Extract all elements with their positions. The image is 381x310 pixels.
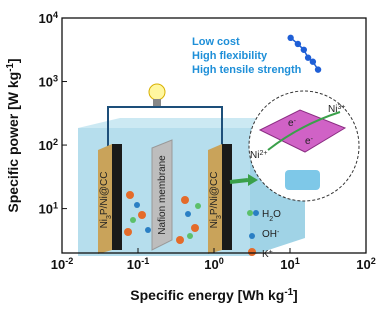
y-tick-label-part: 4 bbox=[53, 10, 59, 20]
y-tick-label-part: 10 bbox=[38, 138, 52, 153]
x-tick-label-part: 10 bbox=[204, 257, 218, 272]
y-tick-label: 103 bbox=[38, 74, 58, 90]
ion-legend-part: + bbox=[269, 249, 273, 256]
ni3-label-part: 3+ bbox=[337, 104, 345, 111]
y-tick-label: 104 bbox=[38, 10, 58, 26]
x-tick-label-part: -2 bbox=[65, 256, 73, 266]
x-tick-label-part: 10 bbox=[280, 257, 294, 272]
electrode-right bbox=[222, 144, 232, 250]
x-tick-label-part: 1 bbox=[295, 256, 300, 266]
x-axis-title-part: ] bbox=[293, 287, 298, 303]
data-point bbox=[295, 41, 301, 47]
y-tick-label: 101 bbox=[38, 201, 58, 217]
ni2-label-part: 2+ bbox=[259, 150, 267, 157]
x-tick-label: 102 bbox=[356, 256, 376, 272]
data-point bbox=[301, 47, 307, 53]
ion-legend-part: OH bbox=[262, 229, 277, 240]
x-tick-label: 10-2 bbox=[51, 256, 74, 272]
photo bbox=[285, 170, 320, 190]
chart: 10-210-1100101102101102103104Specific en… bbox=[0, 0, 381, 310]
x-tick-label: 100 bbox=[204, 256, 224, 272]
bulb-base bbox=[153, 99, 161, 106]
y-tick-label: 102 bbox=[38, 137, 58, 153]
x-axis-title-part: Specific energy [Wh kg bbox=[130, 287, 284, 303]
electrode-label-part: Ni bbox=[209, 219, 220, 228]
illustration bbox=[78, 84, 359, 256]
feature-label: High flexibility bbox=[192, 50, 268, 62]
feature-label: High tensile strength bbox=[192, 64, 302, 76]
y-tick-label-part: 2 bbox=[53, 137, 58, 147]
bulb bbox=[149, 84, 165, 100]
electrode-label-part: P/Ni@CC bbox=[99, 172, 110, 216]
x-axis-title: Specific energy [Wh kg-1] bbox=[130, 287, 297, 304]
ion-legend-part: H bbox=[262, 209, 269, 220]
x-tick-label-part: 10 bbox=[127, 257, 141, 272]
data-point bbox=[315, 66, 321, 72]
y-tick-label-part: 3 bbox=[53, 74, 58, 84]
y-axis-title-part: Specific power [W kg bbox=[5, 72, 21, 213]
feature-label: Low cost bbox=[192, 36, 240, 48]
arrow bbox=[230, 180, 248, 182]
x-tick-label-part: 2 bbox=[371, 256, 376, 266]
y-axis-title: Specific power [W kg-1] bbox=[5, 58, 22, 212]
electrode-label-part: P/Ni@CC bbox=[209, 172, 220, 216]
x-tick-label-part: 10 bbox=[51, 257, 65, 272]
electrode-label-part: Ni bbox=[99, 219, 110, 228]
y-tick-label-part: 10 bbox=[38, 11, 52, 26]
ni2-label-part: Ni bbox=[250, 150, 259, 161]
x-tick-label: 101 bbox=[280, 256, 300, 272]
data-point bbox=[287, 35, 293, 41]
electrode-left bbox=[112, 144, 122, 250]
data-point bbox=[310, 59, 316, 65]
y-tick-label-part: 10 bbox=[38, 75, 52, 90]
y-tick-label-part: 1 bbox=[53, 201, 58, 211]
membrane-label: Nafion membrane bbox=[157, 155, 168, 235]
ion-legend-part: O bbox=[273, 209, 281, 220]
x-tick-label-part: -1 bbox=[141, 256, 149, 266]
y-axis-title-part: ] bbox=[5, 58, 21, 63]
x-tick-label-part: 0 bbox=[219, 256, 224, 266]
y-tick-label-part: 10 bbox=[38, 202, 52, 217]
ni3-label-part: Ni bbox=[328, 104, 337, 115]
ion-legend: K+ bbox=[262, 249, 273, 261]
x-tick-label: 10-1 bbox=[127, 256, 150, 272]
x-tick-label-part: 10 bbox=[356, 257, 370, 272]
